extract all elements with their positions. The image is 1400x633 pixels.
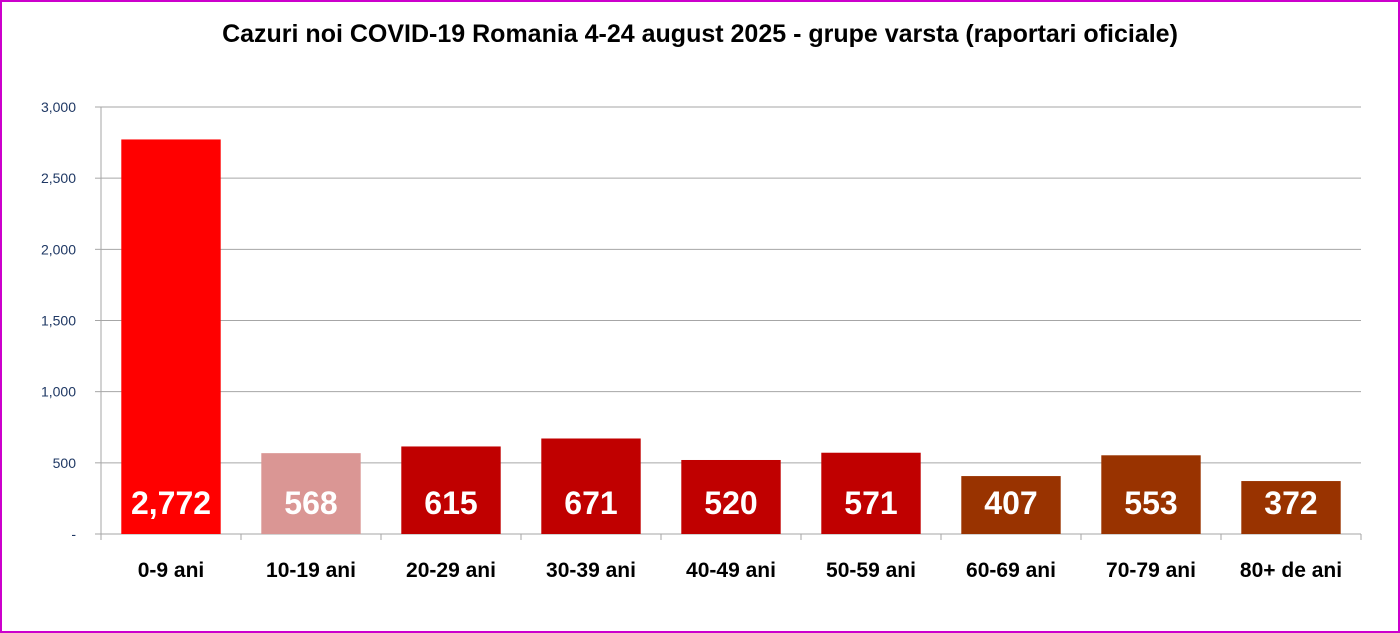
x-tick-label: 80+ de ani [1240, 559, 1342, 582]
x-tick-label: 40-49 ani [686, 559, 776, 582]
bar [541, 438, 641, 534]
data-label: 2,772 [131, 485, 211, 521]
bar [1101, 455, 1201, 534]
chart-title: Cazuri noi COVID-19 Romania 4-24 august … [222, 20, 1178, 48]
y-tick-label: - [71, 526, 76, 542]
data-label: 571 [844, 485, 897, 521]
data-label: 553 [1124, 485, 1177, 521]
data-label: 615 [424, 485, 477, 521]
y-tick-label: 2,500 [41, 170, 76, 186]
data-label: 568 [284, 485, 337, 521]
y-tick-label: 2,000 [41, 241, 76, 257]
data-label: 407 [984, 485, 1037, 521]
bar [401, 446, 501, 534]
bar [681, 459, 781, 534]
bar [121, 139, 221, 534]
y-tick-label: 3,000 [41, 99, 76, 115]
x-tick-label: 60-69 ani [966, 559, 1056, 582]
data-label: 671 [564, 485, 617, 521]
x-tick-label: 70-79 ani [1106, 559, 1196, 582]
x-tick-label: 20-29 ani [406, 559, 496, 582]
x-tick-label: 0-9 ani [138, 559, 205, 582]
y-tick-label: 500 [53, 455, 77, 471]
bar [261, 453, 361, 534]
x-tick-label: 30-39 ani [546, 559, 636, 582]
data-label: 372 [1264, 485, 1317, 521]
x-tick-label: 50-59 ani [826, 559, 916, 582]
y-tick-label: 1,500 [41, 313, 76, 329]
bar [821, 452, 921, 534]
bar [961, 476, 1061, 534]
bar [1241, 481, 1341, 534]
y-tick-label: 1,000 [41, 384, 76, 400]
x-tick-label: 10-19 ani [266, 559, 356, 582]
data-label: 520 [704, 485, 757, 521]
